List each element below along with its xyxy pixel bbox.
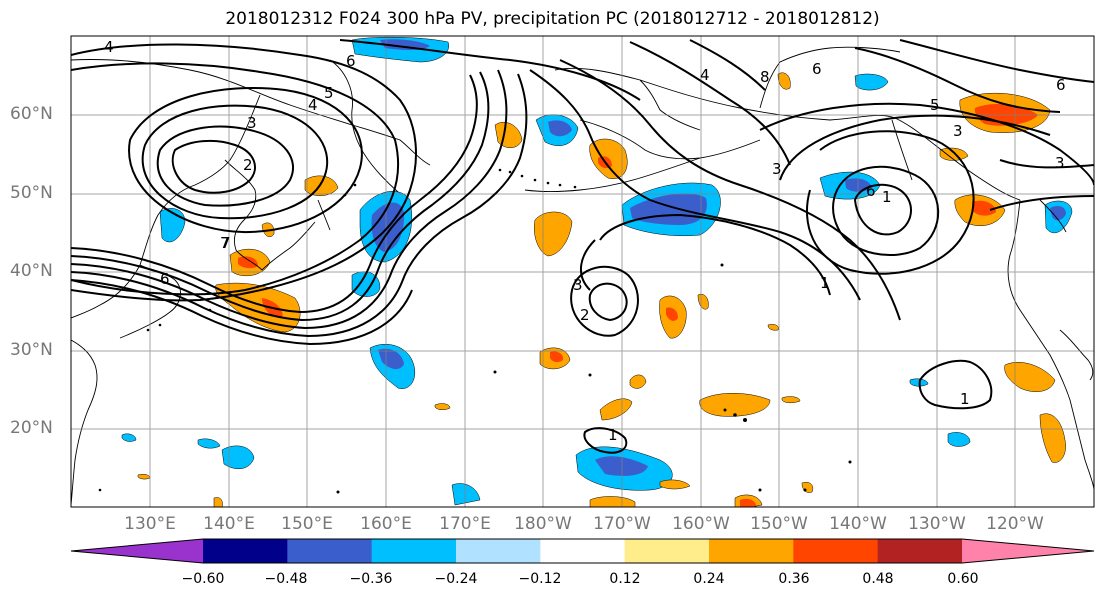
colorbar-tick-label: 0.24 [693, 571, 725, 587]
pv-contours [71, 39, 1094, 454]
lon-label: 150°W [750, 514, 808, 534]
colorbar-swatch [203, 539, 288, 563]
colorbar-tick-label: −0.12 [518, 571, 562, 587]
lon-label: 130°W [908, 514, 966, 534]
lon-label: 120°W [986, 514, 1044, 534]
pv-label: 3 [772, 160, 782, 178]
colorbar-swatch [624, 539, 710, 563]
pv-label: 3 [1055, 154, 1065, 172]
colorbar-tick-label: 0.36 [778, 571, 810, 587]
pv-label: 3 [953, 122, 963, 140]
lon-label: 160°W [672, 514, 730, 534]
colorbar-tick-label: −0.36 [349, 571, 393, 587]
lon-label: 140°W [829, 514, 887, 534]
pv-contour-labels: 4 6 5 4 3 2 7 8 6 4 3 5 6 3 3 1 6 7 6 3 … [104, 38, 1066, 444]
colorbar-tick-label: −0.48 [264, 571, 308, 587]
lat-label: 50°N [10, 183, 53, 203]
pv-label: 6 [1056, 76, 1066, 94]
colorbar-swatch [709, 539, 794, 563]
lat-label: 30°N [10, 340, 53, 360]
lat-label: 20°N [10, 418, 53, 438]
pv-label: 7 [220, 234, 230, 252]
pv-label: 6 [346, 52, 356, 70]
lon-label: 140°E [203, 514, 255, 534]
lon-label: 130°E [124, 514, 176, 534]
colorbar-swatch [877, 539, 963, 563]
pv-label: 6 [160, 270, 170, 288]
colorbar [70, 538, 1095, 564]
colorbar-swatch [287, 539, 373, 563]
pv-label: 8 [760, 68, 770, 86]
pv-label: 4 [700, 66, 710, 84]
colorbar-swatch [540, 539, 626, 563]
colorbar-tick-label: 0.12 [609, 571, 641, 587]
map-border [70, 35, 1095, 508]
pv-label: 5 [930, 96, 940, 114]
pv-label: 4 [308, 96, 318, 114]
pv-label: 2 [580, 306, 590, 324]
colorbar-extend-min [71, 539, 203, 563]
pv-label: 1 [882, 188, 892, 206]
pv-label: 3 [247, 114, 257, 132]
colorbar-swatch [456, 539, 541, 563]
pv-label: 3 [573, 276, 583, 294]
lon-label: 180°W [514, 514, 572, 534]
colorbar-swatch [793, 539, 879, 563]
pv-label: 1 [608, 426, 618, 444]
map-title: 2018012312 F024 300 hPa PV, precipitatio… [225, 9, 880, 29]
colorbar-tick-label: −0.24 [434, 571, 478, 587]
pv-label: 1 [960, 390, 970, 408]
pv-label: 6 [866, 182, 876, 200]
pv-label: 4 [104, 38, 114, 56]
colorbar-outline [70, 538, 1095, 564]
pv-label: 6 [812, 60, 822, 78]
pv-label: 5 [324, 84, 334, 102]
islands [98, 168, 852, 494]
lon-label: 170°W [593, 514, 651, 534]
lat-label: 60°N [10, 104, 53, 124]
lat-label: 40°N [10, 261, 53, 281]
colorbar-tick-label: 0.60 [947, 571, 979, 587]
colorbar-swatch [371, 539, 457, 563]
colorbar-extend-max [962, 539, 1094, 563]
pv-label: 7 [221, 234, 231, 252]
colorbar-tick-label: 0.48 [862, 571, 894, 587]
colorbar-tick-label: −0.60 [181, 571, 225, 587]
lon-label: 170°E [439, 514, 491, 534]
lon-label: 150°E [281, 514, 333, 534]
lon-label: 160°E [360, 514, 412, 534]
pv-label: 2 [243, 156, 253, 174]
pv-label: 1 [820, 274, 830, 292]
